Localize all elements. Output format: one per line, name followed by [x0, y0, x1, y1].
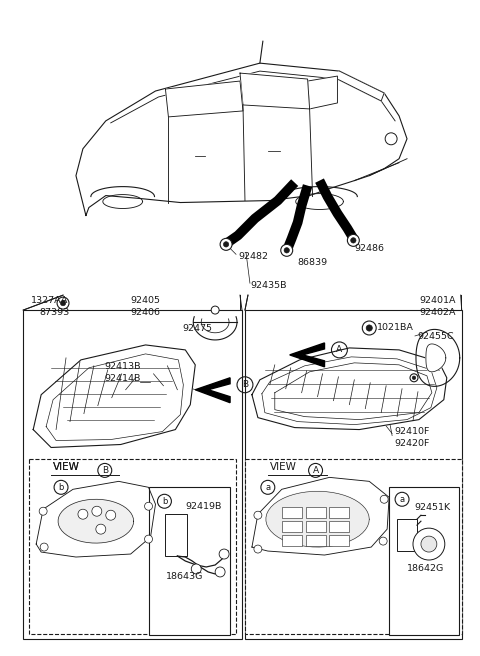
Circle shape [60, 300, 66, 306]
Circle shape [215, 567, 225, 577]
Bar [306, 521, 325, 532]
Text: a: a [399, 495, 405, 504]
Circle shape [348, 234, 360, 247]
Polygon shape [58, 499, 133, 543]
Polygon shape [33, 345, 195, 447]
Polygon shape [416, 329, 460, 386]
Circle shape [40, 543, 48, 551]
Bar [282, 535, 301, 546]
Bar [306, 507, 325, 518]
Circle shape [211, 306, 219, 314]
Text: 92405: 92405 [131, 296, 161, 304]
Bar [245, 310, 462, 639]
Circle shape [254, 511, 262, 519]
Circle shape [410, 374, 418, 382]
Bar [389, 487, 459, 635]
Circle shape [106, 510, 116, 520]
Circle shape [220, 238, 232, 251]
Text: B: B [242, 380, 248, 389]
Circle shape [223, 241, 229, 247]
Text: VIEW: VIEW [53, 462, 80, 472]
Polygon shape [240, 73, 310, 109]
Bar [329, 507, 349, 518]
Circle shape [412, 376, 416, 380]
Text: A: A [336, 346, 343, 354]
Polygon shape [266, 491, 369, 547]
Bar [329, 521, 349, 532]
Circle shape [351, 237, 356, 243]
Text: 92420F: 92420F [394, 439, 430, 448]
Text: 92414B: 92414B [105, 375, 141, 383]
Polygon shape [252, 348, 447, 430]
Polygon shape [252, 478, 389, 555]
Polygon shape [426, 344, 446, 372]
Polygon shape [290, 343, 324, 367]
Bar [397, 519, 417, 551]
Text: A: A [312, 466, 319, 475]
Text: 92401A: 92401A [419, 296, 456, 304]
Bar [245, 459, 462, 634]
Text: 86839: 86839 [298, 258, 328, 267]
Text: B: B [102, 466, 108, 475]
Text: 92413B: 92413B [105, 362, 141, 371]
Text: 1021BA: 1021BA [377, 323, 414, 333]
Circle shape [254, 545, 262, 553]
Text: VIEW: VIEW [53, 462, 80, 472]
Circle shape [192, 564, 201, 574]
Polygon shape [166, 81, 243, 117]
Circle shape [380, 495, 388, 503]
Text: 92419B: 92419B [185, 502, 222, 511]
Text: 92482: 92482 [238, 252, 268, 261]
Text: 92402A: 92402A [419, 308, 456, 317]
Circle shape [366, 325, 372, 331]
Text: 18643G: 18643G [166, 573, 203, 581]
Text: 1327AA: 1327AA [31, 296, 69, 304]
Polygon shape [36, 482, 156, 557]
Text: VIEW: VIEW [270, 462, 297, 472]
Text: 92486: 92486 [354, 244, 384, 253]
Bar [329, 535, 349, 546]
Bar [166, 514, 187, 556]
Text: b: b [59, 483, 64, 492]
Bar [23, 310, 242, 639]
Text: 92435B: 92435B [250, 281, 287, 290]
Text: 92451K: 92451K [414, 502, 450, 512]
Bar [29, 459, 236, 634]
Text: 18642G: 18642G [407, 564, 444, 573]
Circle shape [284, 248, 289, 253]
Circle shape [92, 506, 102, 516]
Polygon shape [337, 71, 384, 101]
Text: 87393: 87393 [39, 308, 70, 317]
Polygon shape [195, 378, 230, 403]
Circle shape [144, 535, 153, 543]
Circle shape [219, 549, 229, 559]
Bar [148, 487, 230, 635]
Text: 92455C: 92455C [417, 333, 454, 342]
Polygon shape [308, 76, 337, 109]
Text: a: a [265, 483, 270, 492]
Circle shape [78, 509, 88, 519]
Circle shape [281, 244, 293, 256]
Circle shape [39, 507, 47, 515]
Bar [306, 535, 325, 546]
Circle shape [421, 536, 437, 552]
Circle shape [144, 502, 153, 510]
Text: b: b [162, 497, 167, 506]
Bar [282, 521, 301, 532]
Circle shape [362, 321, 376, 335]
Bar [282, 507, 301, 518]
Circle shape [413, 528, 445, 560]
Text: 92406: 92406 [131, 308, 161, 317]
Text: 92410F: 92410F [394, 427, 430, 436]
Text: 92475: 92475 [182, 325, 212, 333]
Circle shape [379, 537, 387, 545]
Circle shape [96, 524, 106, 534]
Circle shape [57, 297, 69, 309]
